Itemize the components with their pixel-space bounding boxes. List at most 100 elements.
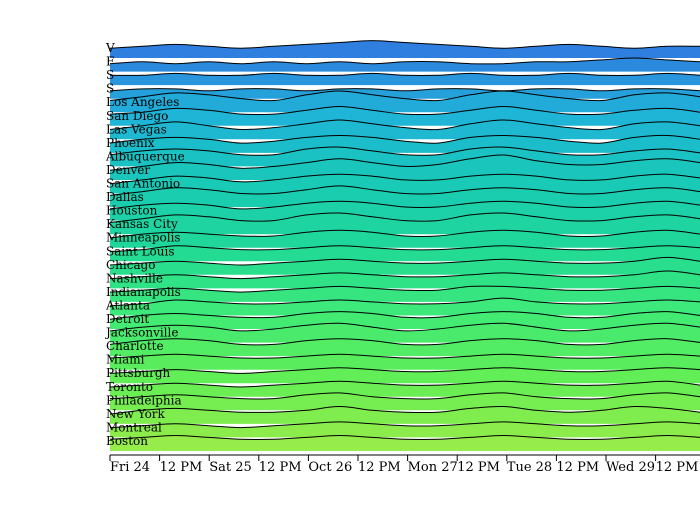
ridge-line-27 <box>109 405 700 415</box>
x-tick-label-7: 12 PM <box>457 460 500 475</box>
row-label-23: Miami <box>106 353 145 367</box>
ridge-area-1 <box>110 58 700 72</box>
x-tick-label-5: 12 PM <box>358 460 401 475</box>
ridge-line-4 <box>109 90 700 102</box>
ridge-line-3 <box>109 88 700 92</box>
ridge-line-0 <box>109 40 700 49</box>
ridge-area-6 <box>110 120 700 140</box>
ridge-line-26 <box>109 392 700 400</box>
row-label-8: Albuquerque <box>105 149 185 163</box>
ridge-area-17 <box>110 271 700 289</box>
ridge-line-19 <box>109 297 700 307</box>
x-tick-label-0: Fri 24 <box>110 460 150 475</box>
ridge-area-0 <box>110 40 700 58</box>
row-label-2: S <box>106 68 114 82</box>
ridge-25 <box>109 380 700 397</box>
ridge-line-15 <box>109 245 700 252</box>
ridge-26 <box>109 392 700 411</box>
ridge-area-23 <box>110 354 700 370</box>
row-label-17: Nashville <box>106 271 163 285</box>
ridge-line-28 <box>109 421 700 429</box>
ridge-line-17 <box>109 270 700 280</box>
ridge-11 <box>109 185 700 208</box>
ridge-line-21 <box>109 322 700 332</box>
ridge-area-2 <box>110 73 700 86</box>
ridge-area-7 <box>110 135 700 153</box>
ridge-line-13 <box>109 212 700 223</box>
ridge-area-24 <box>110 367 700 384</box>
row-label-11: Dallas <box>106 190 144 204</box>
ridge-10 <box>109 173 700 194</box>
ridge-4 <box>109 90 700 113</box>
ridge-area-10 <box>110 174 700 194</box>
x-tick-label-4: Oct 26 <box>308 460 352 475</box>
row-label-3: S <box>106 82 114 96</box>
ridge-29 <box>109 434 700 451</box>
ridge-line-2 <box>109 72 700 77</box>
ridge-line-9 <box>109 154 700 171</box>
row-label-21: Jacksonville <box>104 326 178 340</box>
ridge-0 <box>109 40 700 58</box>
ridge-28 <box>109 421 700 438</box>
row-label-9: Denver <box>106 163 150 177</box>
row-label-18: Indianapolis <box>106 285 181 299</box>
ridge-area-15 <box>110 245 700 262</box>
x-tick-label-11: 12 PM <box>656 460 699 475</box>
x-axis: Fri 24 12 PM Sat 25 12 PM Oct 26 12 PM Mon 27 1… <box>109 454 700 475</box>
x-tick-label-9: 12 PM <box>556 460 599 475</box>
row-label-12: Houston <box>106 204 158 218</box>
ridge-line-7 <box>109 134 700 144</box>
ridge-area-25 <box>110 381 700 397</box>
ridge-24 <box>109 367 700 384</box>
x-tick-label-2: Sat 25 <box>209 460 252 475</box>
ridge-7 <box>109 134 700 153</box>
ridge-line-18 <box>109 285 700 293</box>
x-tick-label-1: 12 PM <box>160 460 203 475</box>
ridge-line-14 <box>109 229 700 239</box>
row-label-29: Boston <box>106 434 148 448</box>
row-label-16: Chicago <box>106 258 156 272</box>
ridge-area-12 <box>110 201 700 221</box>
ridge-13 <box>109 212 700 235</box>
x-tick-label-10: Wed 29 <box>606 460 655 475</box>
ridge-area-16 <box>110 257 700 275</box>
ridge-22 <box>109 338 700 357</box>
ridge-area-28 <box>110 421 700 438</box>
ridge-area-19 <box>110 298 700 316</box>
ridge-line-12 <box>109 200 700 210</box>
ridge-area-3 <box>110 88 700 99</box>
row-label-4: Los Angeles <box>106 95 179 109</box>
ridge-16 <box>109 256 700 275</box>
row-label-22: Charlotte <box>106 339 164 353</box>
row-label-6: Las Vegas <box>106 122 167 136</box>
ridge-area-26 <box>110 392 700 411</box>
row-label-7: Phoenix <box>106 136 155 150</box>
ridge-2 <box>109 72 700 86</box>
x-tick-label-6: Mon 27 <box>408 460 458 475</box>
ridge-18 <box>109 285 700 302</box>
ridge-20 <box>109 311 700 329</box>
ridge-line-23 <box>109 353 700 359</box>
ridge-area-18 <box>110 286 700 302</box>
ridge-line-29 <box>109 434 700 441</box>
ridge-line-16 <box>109 256 700 266</box>
row-label-20: Detroit <box>106 312 149 326</box>
ridge-21 <box>109 322 700 343</box>
ridge-15 <box>109 245 700 262</box>
ridge-line-11 <box>109 185 700 196</box>
ridge-1 <box>109 57 700 72</box>
ridge-27 <box>109 405 700 424</box>
ridge-area-5 <box>110 106 700 126</box>
row-label-24: Pittsburgh <box>106 366 171 380</box>
ridge-line-22 <box>109 338 700 346</box>
row-label-10: San Antonio <box>106 177 180 191</box>
ridge-line-25 <box>109 380 700 388</box>
ridge-12 <box>109 200 700 221</box>
ridge-line-10 <box>109 173 700 185</box>
ridge-8 <box>109 146 700 167</box>
ridge-area-9 <box>110 154 700 180</box>
row-label-13: Kansas City <box>106 217 178 231</box>
ridges-group <box>109 40 700 451</box>
